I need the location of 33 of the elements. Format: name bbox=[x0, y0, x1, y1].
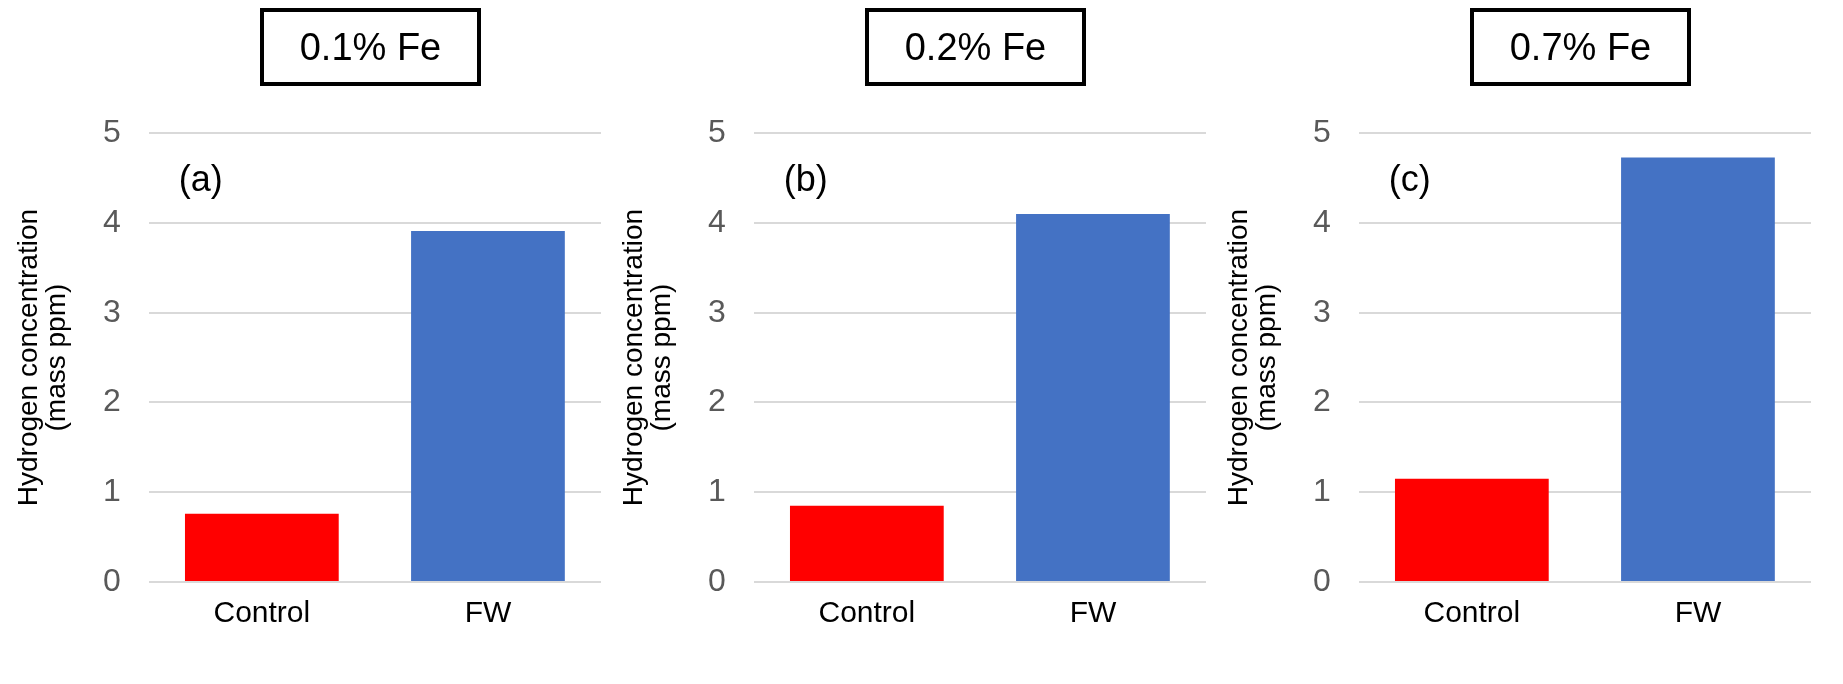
x-tick-label: Control bbox=[817, 595, 915, 629]
y-tick-label: 2 bbox=[707, 382, 726, 419]
y-tick-label: 4 bbox=[707, 202, 726, 239]
y-axis-title: Hydrogen concentration (mass ppm) bbox=[1221, 208, 1281, 507]
annotation: (c) bbox=[1388, 158, 1431, 200]
y-tick-label: 1 bbox=[1312, 472, 1331, 509]
y-tick-label: 0 bbox=[707, 561, 726, 598]
y-tick-label: 5 bbox=[102, 113, 121, 150]
x-tick-label: FW bbox=[1069, 595, 1117, 629]
x-tick-label: Control bbox=[1422, 595, 1520, 629]
annotation: (b) bbox=[783, 158, 828, 200]
y-tick-label: 0 bbox=[1312, 561, 1331, 598]
y-tick-label: 1 bbox=[707, 472, 726, 509]
y-tick-label: 5 bbox=[707, 113, 726, 150]
y-tick-label: 2 bbox=[102, 382, 121, 419]
y-tick-label: 4 bbox=[102, 202, 121, 239]
x-tick-label: FW bbox=[464, 595, 512, 629]
x-tick-label: FW bbox=[1674, 595, 1722, 629]
y-tick-label: 3 bbox=[1312, 292, 1331, 329]
chart-title: 0.7% Fe bbox=[1469, 8, 1692, 86]
annotation: (a) bbox=[178, 158, 223, 200]
y-tick-label: 2 bbox=[1312, 382, 1331, 419]
x-tick-label: Control bbox=[212, 595, 310, 629]
y-tick-label: 3 bbox=[102, 292, 121, 329]
y-tick-label: 5 bbox=[1312, 113, 1331, 150]
chart-title: 0.1% Fe bbox=[259, 8, 482, 86]
y-tick-label: 4 bbox=[1312, 202, 1331, 239]
y-tick-label: 3 bbox=[707, 292, 726, 329]
chart-title: 0.2% Fe bbox=[864, 8, 1087, 86]
y-axis-title: Hydrogen concentration (mass ppm) bbox=[616, 208, 676, 507]
y-tick-label: 0 bbox=[102, 561, 121, 598]
y-axis-title: Hydrogen concentration (mass ppm) bbox=[11, 208, 71, 507]
y-tick-label: 1 bbox=[102, 472, 121, 509]
